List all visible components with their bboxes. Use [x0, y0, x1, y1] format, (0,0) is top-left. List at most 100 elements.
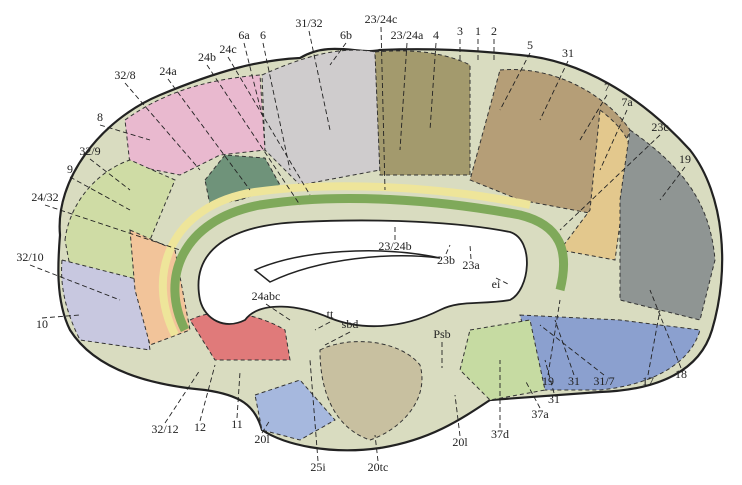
- area-label: 32/8: [114, 68, 135, 82]
- leader-line: [469, 244, 472, 260]
- area-label: 24b: [198, 50, 216, 64]
- area-label: 24a: [159, 64, 177, 78]
- area-label: tt: [327, 307, 334, 321]
- leader-line: [599, 109, 628, 171]
- area-label: 5: [527, 38, 533, 52]
- leader-line: [499, 52, 531, 111]
- leader-line: [29, 264, 121, 301]
- area-label: 32/12: [151, 422, 178, 436]
- area-label: 23/24a: [391, 28, 424, 42]
- area-label: 17: [642, 374, 654, 388]
- area-label: 6: [260, 28, 266, 42]
- leader-line: [324, 331, 351, 346]
- area-label: 8: [97, 110, 103, 124]
- area-label: 31/7: [593, 374, 614, 388]
- area-label: 20l: [254, 432, 270, 446]
- area-label: 37a: [531, 407, 549, 421]
- area-label: 1: [475, 24, 481, 38]
- leader-line: [265, 303, 291, 321]
- region-green-lower: [459, 319, 546, 401]
- area-label: ei: [492, 277, 501, 291]
- leader-line: [41, 314, 81, 319]
- area-label: 20tc: [368, 460, 389, 474]
- area-label: 31: [568, 374, 580, 388]
- leader-line: [495, 277, 511, 286]
- area-label: 2: [491, 24, 497, 38]
- area-label: 31: [548, 392, 560, 406]
- area-label: 32/10: [16, 250, 43, 264]
- leader-line: [547, 299, 561, 376]
- area-label: 23c: [651, 120, 668, 134]
- area-label: 19: [679, 152, 691, 166]
- leader-line: [554, 319, 575, 376]
- leader-line: [539, 60, 569, 121]
- area-label: 37d: [491, 427, 509, 441]
- area-label: 32/9: [79, 144, 100, 158]
- leader-line: [454, 394, 461, 437]
- leader-line: [374, 434, 379, 462]
- area-label: 6b: [340, 28, 352, 42]
- leader-line: [329, 42, 347, 66]
- region-olive: [374, 50, 471, 176]
- leader-line: [429, 42, 437, 131]
- leader-line: [199, 364, 216, 422]
- area-label: 23/24c: [365, 12, 398, 26]
- area-label: 7a: [621, 95, 633, 109]
- cingulate-band: [170, 193, 569, 333]
- area-label: 10: [36, 317, 48, 331]
- area-label: 9: [67, 162, 73, 176]
- area-label: 3: [457, 24, 463, 38]
- area-label: 24c: [219, 42, 236, 56]
- region-temporal: [319, 341, 423, 441]
- fornix: [253, 250, 441, 283]
- area-label: 4: [433, 28, 439, 42]
- area-label: 31/32: [295, 16, 322, 30]
- leader-line: [69, 176, 131, 211]
- leader-line: [261, 419, 271, 434]
- leader-line: [579, 94, 608, 141]
- leader-line: [314, 321, 331, 331]
- leader-line: [99, 124, 151, 141]
- leader-line: [649, 289, 682, 369]
- area-label: 19: [542, 374, 554, 388]
- region-lavender: [61, 259, 151, 351]
- area-label: 31: [562, 46, 574, 60]
- leader-line: [124, 82, 201, 171]
- region-grey: [261, 49, 381, 186]
- area-label: Psb: [433, 327, 450, 341]
- leader-line: [647, 309, 661, 376]
- region-red: [189, 312, 291, 361]
- leader-line: [206, 64, 301, 206]
- leader-line: [89, 158, 131, 191]
- leader-line: [243, 42, 263, 116]
- leader-line: [544, 359, 555, 394]
- brain: [57, 47, 724, 452]
- leader-line: [399, 42, 408, 151]
- area-label: 6a: [238, 28, 250, 42]
- area-label: 18: [675, 367, 687, 381]
- leader-line: [164, 369, 201, 424]
- leader-line: [309, 359, 319, 462]
- leader-line: [262, 42, 291, 171]
- area-label: 20l: [452, 435, 468, 449]
- leader-line: [445, 244, 451, 255]
- ventricle: [197, 219, 528, 328]
- region-slate: [619, 129, 716, 321]
- cingulate-band-yellow: [158, 182, 531, 337]
- area-label: 23b: [437, 253, 455, 267]
- leader-line: [308, 30, 331, 131]
- leader-line: [659, 166, 686, 201]
- area-label: 11: [231, 417, 243, 431]
- leader-line: [524, 379, 541, 409]
- leader-line: [559, 134, 661, 231]
- area-label: 24abc: [252, 289, 281, 303]
- leader-line: [539, 324, 605, 376]
- area-label: 23/24b: [378, 239, 411, 253]
- area-label: sbd: [342, 317, 359, 331]
- region-blue-occ: [519, 314, 701, 391]
- area-label: 7: [604, 80, 610, 94]
- area-label: 25i: [310, 460, 326, 474]
- leader-line: [167, 78, 251, 191]
